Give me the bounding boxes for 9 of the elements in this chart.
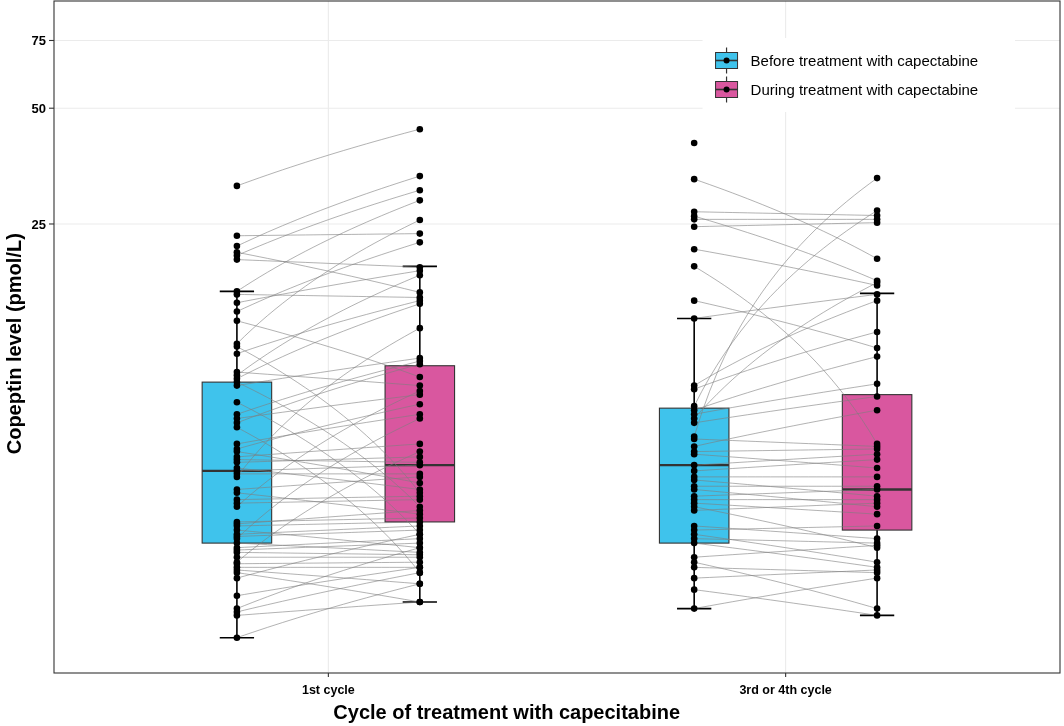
y-tick-label: 50 bbox=[31, 100, 46, 116]
y-tick-label: 75 bbox=[31, 33, 46, 49]
x-axis-title: Cycle of treatment with capecitabine bbox=[333, 701, 681, 723]
y-axis-title: Copeptin level (pmol/L) bbox=[3, 233, 25, 455]
x-tick-label: 3rd or 4th cycle bbox=[739, 683, 832, 697]
legend-label: During treatment with capectabine bbox=[750, 80, 979, 98]
legend-label: Before treatment with capectabine bbox=[750, 51, 979, 69]
y-tick-label: 25 bbox=[31, 216, 46, 232]
x-tick-label: 1st cycle bbox=[301, 683, 355, 697]
